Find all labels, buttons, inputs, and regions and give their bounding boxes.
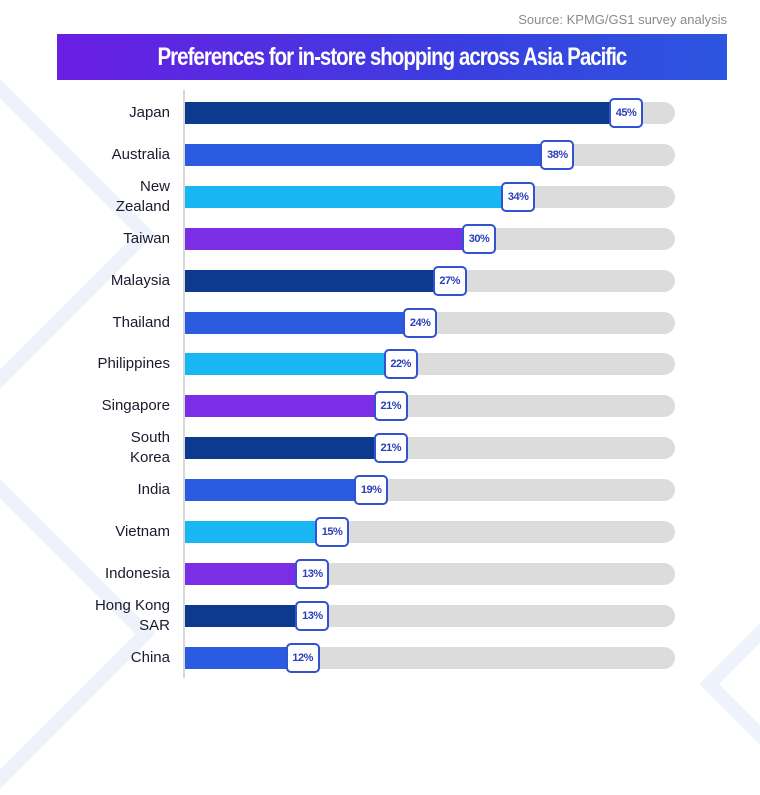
category-label-line: Taiwan — [123, 229, 170, 247]
bar — [185, 646, 303, 669]
category-label-line: SAR — [139, 616, 170, 634]
value-label: 22% — [383, 349, 418, 380]
value-label: 27% — [432, 265, 467, 296]
category-label-line: China — [130, 648, 170, 666]
value-label: 13% — [295, 600, 330, 631]
category-label-line: New — [139, 177, 170, 195]
value-label: 12% — [285, 642, 320, 673]
bar — [185, 479, 372, 502]
value-label: 34% — [501, 181, 536, 212]
category-label: South Korea — [0, 428, 170, 468]
value-label: 24% — [403, 307, 438, 338]
category-label-line: Zealand — [115, 197, 170, 215]
bar — [185, 353, 401, 376]
category-label-line: Philippines — [97, 355, 170, 373]
chart-title-banner: Preferences for in-store shopping across… — [57, 34, 727, 80]
category-label: Philippines — [0, 354, 170, 374]
value-label: 15% — [315, 517, 349, 547]
bar — [185, 269, 450, 292]
category-label-line: Indonesia — [104, 564, 170, 582]
value-label: 19% — [354, 475, 389, 506]
category-label: Malaysia — [0, 271, 170, 291]
value-label: 30% — [462, 223, 496, 254]
bar — [185, 102, 626, 124]
y-axis-line — [183, 90, 185, 678]
bar — [185, 185, 519, 208]
bar-chart: Japan 45% Australia 38% New Zealand 34% Taiwan 3… — [0, 98, 675, 673]
category-label-line: Singapore — [101, 397, 170, 415]
category-label: New Zealand — [0, 177, 170, 217]
category-label-line: Malaysia — [110, 271, 170, 289]
bar — [185, 521, 332, 543]
category-label: Hong Kong SAR — [0, 596, 170, 636]
value-label: 21% — [373, 391, 408, 422]
bar — [185, 227, 479, 250]
value-label: 45% — [609, 98, 643, 128]
value-label: 21% — [373, 433, 408, 464]
category-label: Japan — [0, 103, 170, 123]
bar — [185, 604, 313, 627]
category-label: China — [0, 648, 170, 668]
value-label: 38% — [540, 139, 575, 170]
category-label-line: South — [130, 429, 170, 447]
bar — [185, 437, 391, 460]
category-label-line: Japan — [129, 104, 170, 121]
bar — [185, 311, 421, 334]
source-note: Source: KPMG/GS1 survey analysis — [518, 12, 727, 27]
category-label: Australia — [0, 145, 170, 165]
category-label: Taiwan — [0, 229, 170, 249]
value-label: 13% — [295, 558, 330, 589]
bar — [185, 562, 313, 585]
category-label-line: Australia — [111, 145, 170, 163]
category-label-line: Thailand — [112, 313, 170, 331]
category-label: Singapore — [0, 396, 170, 416]
category-label: India — [0, 480, 170, 500]
category-label-line: Hong Kong — [94, 596, 170, 614]
category-label-line: Vietnam — [115, 523, 170, 540]
category-label-line: India — [137, 481, 170, 499]
category-label-line: Korea — [129, 449, 170, 467]
category-label: Thailand — [0, 313, 170, 333]
category-label: Vietnam — [0, 522, 170, 542]
bar — [185, 395, 391, 418]
chart-title: Preferences for in-store shopping across… — [157, 42, 628, 71]
category-label: Indonesia — [0, 564, 170, 584]
bar — [185, 143, 558, 166]
